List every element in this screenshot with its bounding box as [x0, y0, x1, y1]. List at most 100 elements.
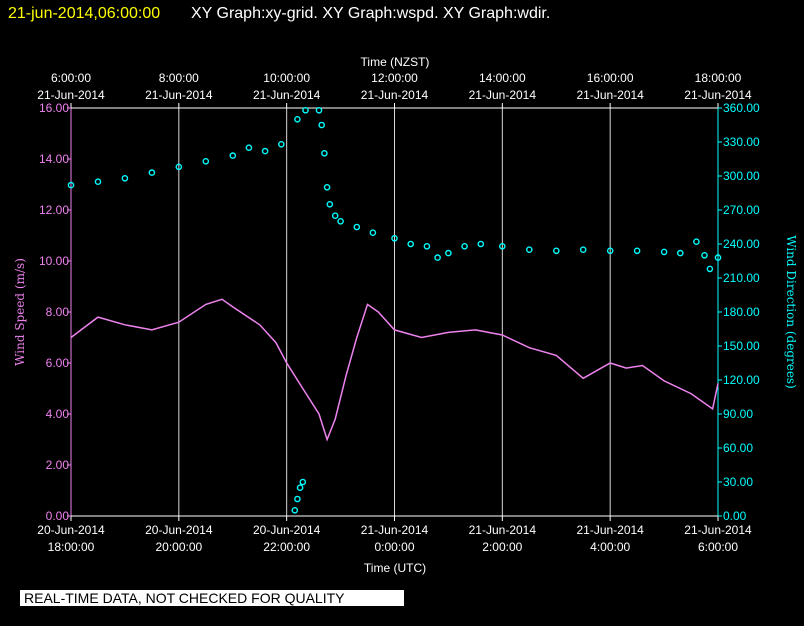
wind-direction-point — [701, 251, 708, 259]
wind-direction-point — [302, 107, 309, 114]
right-tick-label: 60.00 — [723, 441, 753, 455]
wind-direction-point — [94, 178, 102, 185]
wind-speed-line — [70, 298, 719, 442]
top-axis-title: Time (NZST) — [361, 55, 430, 69]
left-tick-label: 16.00 — [39, 101, 69, 115]
top-tick-date: 21-Jun-2014 — [253, 88, 321, 102]
right-tick-label: 360.00 — [723, 101, 760, 115]
right-tick-label: 0.00 — [723, 509, 747, 523]
right-tick-label: 180.00 — [723, 305, 760, 319]
top-tick-time: 18:00:00 — [695, 71, 742, 85]
wind-direction-point — [321, 149, 328, 157]
wind-direction-point — [553, 247, 560, 255]
wind-direction-point — [296, 484, 304, 492]
grid-layer — [178, 108, 611, 516]
bottom-tick-time: 22:00:00 — [263, 540, 310, 554]
right-tick-label: 330.00 — [723, 135, 760, 149]
wind-direction-point — [606, 247, 614, 255]
right-tick-label: 30.00 — [723, 475, 753, 489]
bottom-tick-time: 20:00:00 — [155, 540, 202, 554]
wind-direction-point — [369, 229, 377, 236]
wind-direction-point — [229, 152, 237, 159]
top-tick-date: 21-Jun-2014 — [37, 88, 105, 102]
right-axis-title: Wind Direction (degrees) — [784, 235, 798, 389]
right-tick-label: 300.00 — [723, 169, 760, 183]
wind-direction-point — [331, 212, 339, 219]
wind-direction-point — [391, 234, 398, 242]
left-tick-label: 10.00 — [39, 254, 69, 268]
top-tick-date: 21-Jun-2014 — [684, 88, 752, 102]
wind-direction-point — [318, 121, 326, 129]
top-tick-time: 6:00:00 — [51, 71, 91, 85]
top-tick-date: 21-Jun-2014 — [361, 88, 429, 102]
timestamp-title: 21-jun-2014,06:00:00 — [8, 5, 160, 22]
wind-direction-point — [315, 107, 323, 114]
wind-direction-point — [67, 181, 75, 189]
bottom-tick-date: 21-Jun-2014 — [469, 523, 537, 537]
right-tick-label: 150.00 — [723, 339, 760, 353]
quality-notice: REAL-TIME DATA, NOT CHECKED FOR QUALITY — [20, 590, 404, 606]
right-tick-label: 270.00 — [723, 203, 760, 217]
wind-direction-point — [326, 200, 334, 208]
left-tick-label: 0.00 — [46, 509, 70, 523]
wind-direction-point — [579, 246, 587, 253]
bottom-tick-date: 21-Jun-2014 — [684, 523, 752, 537]
wind-direction-point — [353, 223, 361, 231]
top-tick-time: 10:00:00 — [263, 71, 310, 85]
right-tick-label: 90.00 — [723, 407, 753, 421]
top-tick-time: 8:00:00 — [159, 71, 199, 85]
wind-direction-point — [261, 147, 269, 155]
left-tick-label: 6.00 — [46, 356, 70, 370]
wind-direction-point — [434, 254, 441, 261]
bottom-tick-time: 4:00:00 — [590, 540, 630, 554]
wind-direction-point — [477, 240, 485, 248]
wind-direction-point — [202, 157, 210, 165]
left-tick-label: 12.00 — [39, 203, 69, 217]
bottom-tick-date: 21-Jun-2014 — [361, 523, 429, 537]
wind-direction-point — [148, 169, 156, 176]
wind-direction-point — [323, 183, 331, 191]
wind-direction-series — [67, 107, 722, 514]
wind-direction-point — [677, 249, 684, 257]
left-tick-label: 4.00 — [46, 407, 70, 421]
wind-direction-point — [706, 265, 714, 273]
top-tick-date: 21-Jun-2014 — [145, 88, 213, 102]
left-axis-title: Wind Speed (m/s) — [13, 258, 27, 366]
left-tick-label: 2.00 — [46, 458, 70, 472]
wind-direction-point — [294, 495, 301, 503]
bottom-tick-date: 20-Jun-2014 — [145, 523, 213, 537]
wind-speed-series — [70, 298, 719, 442]
wind-direction-point — [445, 249, 452, 257]
bottom-axis-title: Time (UTC) — [364, 561, 426, 575]
graph-list-title: XY Graph:xy-grid. XY Graph:wspd. XY Grap… — [191, 5, 550, 22]
wind-direction-point — [423, 242, 431, 250]
wind-direction-point — [498, 242, 506, 250]
top-tick-date: 21-Jun-2014 — [469, 88, 537, 102]
bottom-tick-time: 6:00:00 — [698, 540, 738, 554]
wind-direction-point — [245, 144, 253, 151]
wind-direction-point — [294, 116, 301, 123]
wind-direction-point — [299, 478, 307, 486]
left-tick-label: 14.00 — [39, 152, 69, 166]
wind-direction-point — [337, 217, 344, 225]
wind-direction-point — [175, 163, 183, 171]
wind-direction-point — [660, 248, 668, 256]
tick-layer: 6:00:00 21-Jun-2014 20-Jun-2014 18:00:00 8:0… — [37, 71, 760, 554]
bottom-tick-date: 20-Jun-2014 — [253, 523, 321, 537]
wind-direction-point — [526, 246, 533, 253]
bottom-tick-date: 20-Jun-2014 — [37, 523, 105, 537]
right-tick-label: 240.00 — [723, 237, 760, 251]
top-tick-time: 14:00:00 — [479, 71, 526, 85]
top-tick-time: 16:00:00 — [587, 71, 634, 85]
bottom-tick-time: 0:00:00 — [374, 540, 414, 554]
bottom-tick-time: 2:00:00 — [482, 540, 522, 554]
wind-direction-point — [277, 140, 285, 148]
bottom-tick-time: 18:00:00 — [48, 540, 95, 554]
bottom-tick-date: 21-Jun-2014 — [576, 523, 644, 537]
right-tick-label: 210.00 — [723, 271, 760, 285]
wind-direction-point — [693, 238, 700, 245]
top-tick-date: 21-Jun-2014 — [576, 88, 644, 102]
left-tick-label: 8.00 — [46, 305, 70, 319]
